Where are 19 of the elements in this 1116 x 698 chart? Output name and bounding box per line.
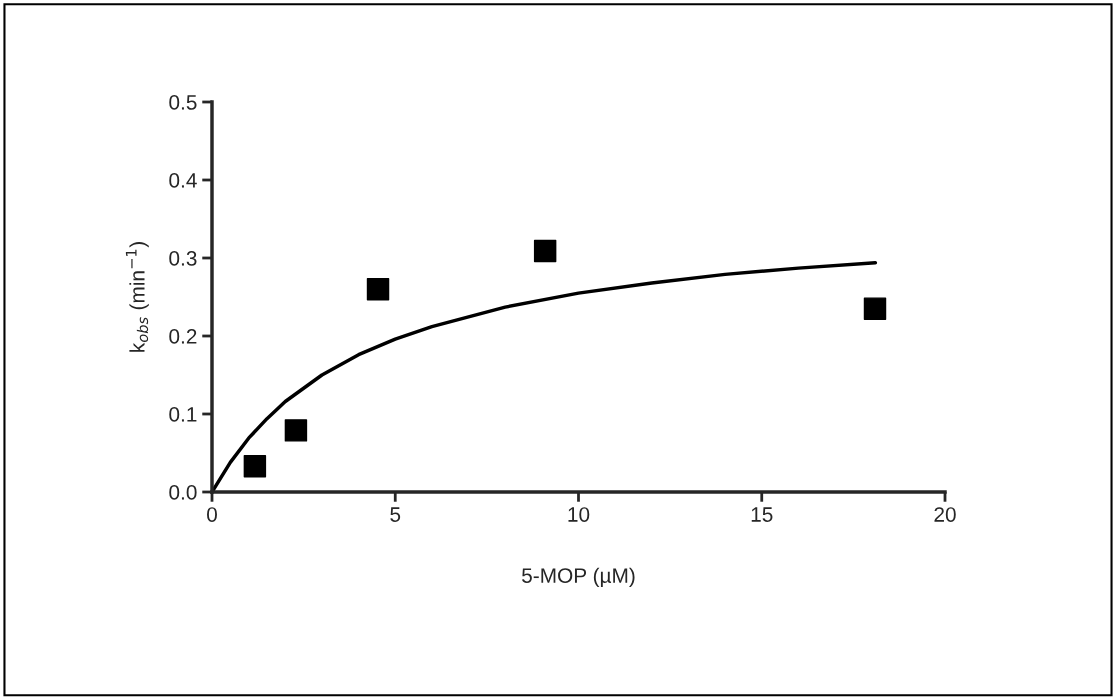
point — [863, 297, 887, 320]
y-tick-label: 0.0 — [169, 485, 197, 500]
x-tick-label: 15 — [751, 507, 773, 522]
point — [243, 455, 267, 478]
x-axis-title: 5-MOP (µM) — [522, 567, 635, 588]
x-tick-label: 20 — [934, 507, 956, 522]
point — [284, 419, 308, 442]
y-tick-label: 0.1 — [169, 407, 197, 422]
y-axis-title: k$_{obs}$ (min$^{−1}$) — [125, 242, 149, 352]
point — [533, 239, 557, 263]
line-series — [212, 260, 878, 492]
x-tick-label: 5 — [390, 507, 401, 522]
y-tick-label: 0.3 — [169, 251, 197, 266]
y-tick-label: 0.4 — [169, 173, 197, 188]
x-tick-label: 0 — [207, 507, 217, 522]
y-tick-label: 0.2 — [169, 329, 197, 344]
x-tick-label: 10 — [568, 507, 590, 522]
point — [366, 277, 390, 301]
y-tick-label: 0.5 — [169, 95, 197, 110]
